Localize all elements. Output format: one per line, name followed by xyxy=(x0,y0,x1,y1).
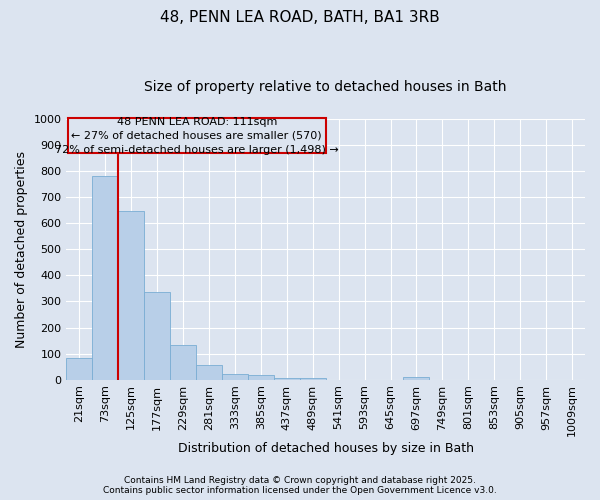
Bar xyxy=(92,176,118,380)
Text: 48 PENN LEA ROAD: 111sqm
← 27% of detached houses are smaller (570)
72% of semi-: 48 PENN LEA ROAD: 111sqm ← 27% of detach… xyxy=(55,116,338,154)
Text: Contains HM Land Registry data © Crown copyright and database right 2025.
Contai: Contains HM Land Registry data © Crown c… xyxy=(103,476,497,495)
X-axis label: Distribution of detached houses by size in Bath: Distribution of detached houses by size … xyxy=(178,442,474,455)
Bar xyxy=(144,292,170,380)
Text: 48, PENN LEA ROAD, BATH, BA1 3RB: 48, PENN LEA ROAD, BATH, BA1 3RB xyxy=(160,10,440,25)
Bar xyxy=(274,378,300,380)
Bar xyxy=(248,375,274,380)
Bar xyxy=(196,364,222,380)
Bar xyxy=(67,358,92,380)
Bar xyxy=(403,376,430,380)
Y-axis label: Number of detached properties: Number of detached properties xyxy=(15,150,28,348)
Bar xyxy=(300,378,326,380)
Bar xyxy=(170,345,196,380)
Title: Size of property relative to detached houses in Bath: Size of property relative to detached ho… xyxy=(145,80,507,94)
Bar xyxy=(118,210,144,380)
Bar xyxy=(68,118,326,153)
Bar xyxy=(222,374,248,380)
